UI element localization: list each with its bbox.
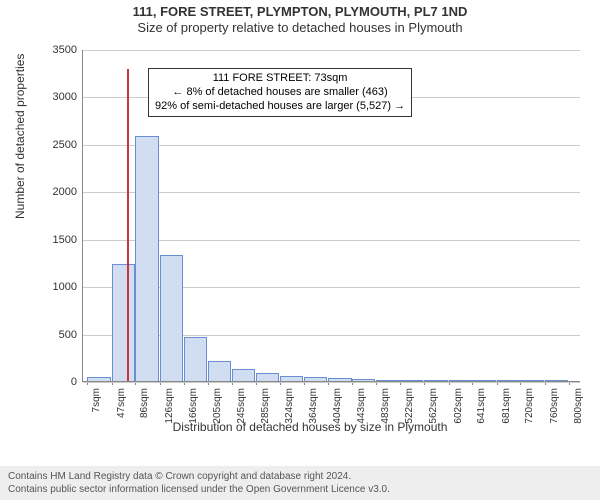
footer: Contains HM Land Registry data © Crown c… — [0, 466, 600, 500]
histogram-bar — [208, 361, 231, 381]
marker-line — [127, 69, 129, 381]
y-tick-label: 3500 — [37, 44, 77, 56]
histogram-bar — [87, 377, 110, 381]
info-box: 111 FORE STREET: 73sqm ← 8% of detached … — [148, 68, 412, 117]
histogram-bar — [112, 264, 135, 381]
histogram-bar — [472, 380, 495, 381]
x-axis-title: Distribution of detached houses by size … — [32, 420, 588, 434]
y-tick-label: 500 — [37, 329, 77, 341]
title-subtitle: Size of property relative to detached ho… — [0, 20, 600, 35]
title-block: 111, FORE STREET, PLYMPTON, PLYMOUTH, PL… — [0, 0, 600, 35]
histogram-bar — [424, 380, 447, 381]
histogram-bar — [497, 380, 520, 381]
histogram-bar — [256, 373, 279, 381]
y-tick-label: 3000 — [37, 91, 77, 103]
histogram-bar — [352, 379, 375, 381]
histogram-bar — [184, 337, 207, 381]
chart-container: Number of detached properties 111 FORE S… — [32, 42, 588, 436]
histogram-bar — [545, 380, 568, 381]
y-tick-label: 2500 — [37, 139, 77, 151]
footer-line1: Contains HM Land Registry data © Crown c… — [8, 470, 592, 483]
footer-line2: Contains public sector information licen… — [8, 483, 592, 496]
histogram-bar — [304, 377, 327, 381]
gridline — [83, 50, 580, 51]
title-address: 111, FORE STREET, PLYMPTON, PLYMOUTH, PL… — [0, 4, 600, 19]
histogram-bar — [280, 376, 303, 381]
y-tick-label: 1500 — [37, 234, 77, 246]
info-line1: 111 FORE STREET: 73sqm — [155, 72, 405, 86]
plot-area: 111 FORE STREET: 73sqm ← 8% of detached … — [82, 50, 580, 382]
info-line3: 92% of semi-detached houses are larger (… — [155, 100, 405, 114]
histogram-bar — [232, 369, 255, 381]
histogram-bar — [160, 255, 183, 381]
histogram-bar — [400, 380, 423, 381]
y-axis-title: Number of detached properties — [13, 54, 27, 219]
y-tick-label: 2000 — [37, 186, 77, 198]
histogram-bar — [520, 380, 543, 381]
histogram-bar — [328, 378, 351, 381]
y-tick-label: 0 — [37, 376, 77, 388]
histogram-bar — [376, 380, 399, 381]
info-line2: ← 8% of detached houses are smaller (463… — [155, 86, 405, 100]
histogram-bar — [449, 380, 472, 381]
y-tick-label: 1000 — [37, 281, 77, 293]
histogram-bar — [135, 136, 158, 381]
gridline — [83, 382, 580, 383]
